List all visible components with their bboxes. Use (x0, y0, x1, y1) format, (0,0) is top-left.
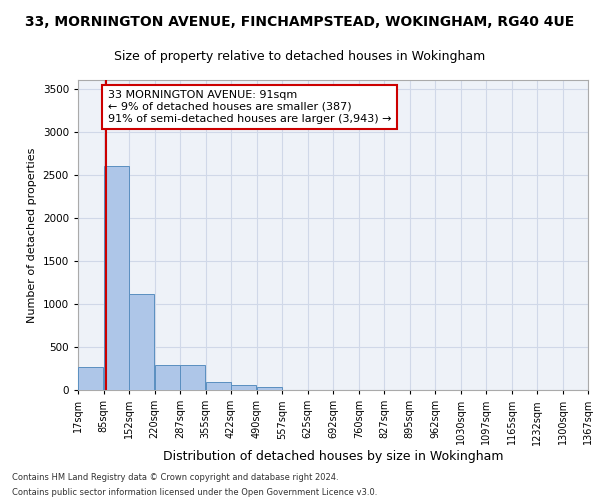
Text: Contains HM Land Registry data © Crown copyright and database right 2024.: Contains HM Land Registry data © Crown c… (12, 473, 338, 482)
X-axis label: Distribution of detached houses by size in Wokingham: Distribution of detached houses by size … (163, 450, 503, 463)
Bar (155, 366, 180, 390)
Text: 33, MORNINGTON AVENUE, FINCHAMPSTEAD, WOKINGHAM, RG40 4UE: 33, MORNINGTON AVENUE, FINCHAMPSTEAD, WO… (25, 15, 575, 29)
Bar (180, 366, 205, 390)
Y-axis label: Number of detached properties: Number of detached properties (27, 148, 37, 322)
Bar (78, 367, 103, 390)
Bar (104, 166, 129, 390)
Text: Size of property relative to detached houses in Wokingham: Size of property relative to detached ho… (115, 50, 485, 63)
Bar (231, 386, 256, 390)
Text: Contains public sector information licensed under the Open Government Licence v3: Contains public sector information licen… (12, 488, 377, 497)
Text: 33 MORNINGTON AVENUE: 91sqm
← 9% of detached houses are smaller (387)
91% of sem: 33 MORNINGTON AVENUE: 91sqm ← 9% of deta… (108, 90, 391, 124)
Bar (129, 294, 154, 390)
Bar (257, 387, 282, 390)
Bar (206, 382, 231, 390)
